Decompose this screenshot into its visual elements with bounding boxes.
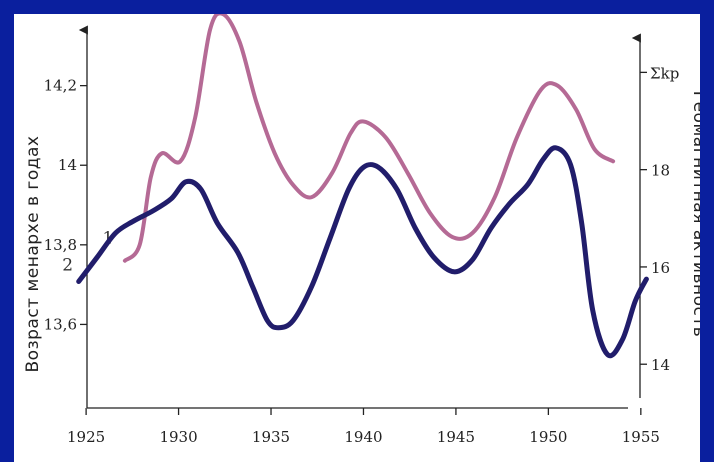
y-right-unit-label: Σkp [650,64,679,82]
x-tick-label: 1930 [159,428,197,446]
series-line-2 [76,145,649,359]
x-tick-label: 1940 [344,428,382,446]
y-left-tick-label: 13,8 [44,236,77,254]
x-tick-label: 1925 [67,428,105,446]
x-tick-label: 1955 [622,428,660,446]
y-right-tick-label: 14 [651,356,670,374]
series: 12 [62,14,649,359]
chart: 1925 1930 1935 1940 1945 1950 1955 13,6 13,8 14 14… [23,14,700,446]
axes [78,25,641,409]
series-line-1 [122,14,616,263]
x-tick-label: 1945 [437,428,475,446]
y-left-tick-label: 14,2 [44,77,77,95]
y-left-tick-label: 13,6 [44,315,77,333]
y-right-tick-label: 16 [651,259,670,277]
y-left-tick-label: 14 [58,156,77,174]
series-label-2: 2 [62,256,73,276]
y-left-axis-title: Возраст менархе в годах [23,136,43,373]
x-tick-label: 1950 [529,428,567,446]
ticks: 1925 1930 1935 1940 1945 1950 1955 13,6 13,8 14 14… [44,64,680,446]
x-tick-label: 1935 [252,428,290,446]
chart-frame: 1925 1930 1935 1940 1945 1950 1955 13,6 13,8 14 14… [14,14,700,462]
y-right-tick-label: 18 [651,162,670,180]
y-right-axis-title: Геомагнитная активность [689,91,700,338]
